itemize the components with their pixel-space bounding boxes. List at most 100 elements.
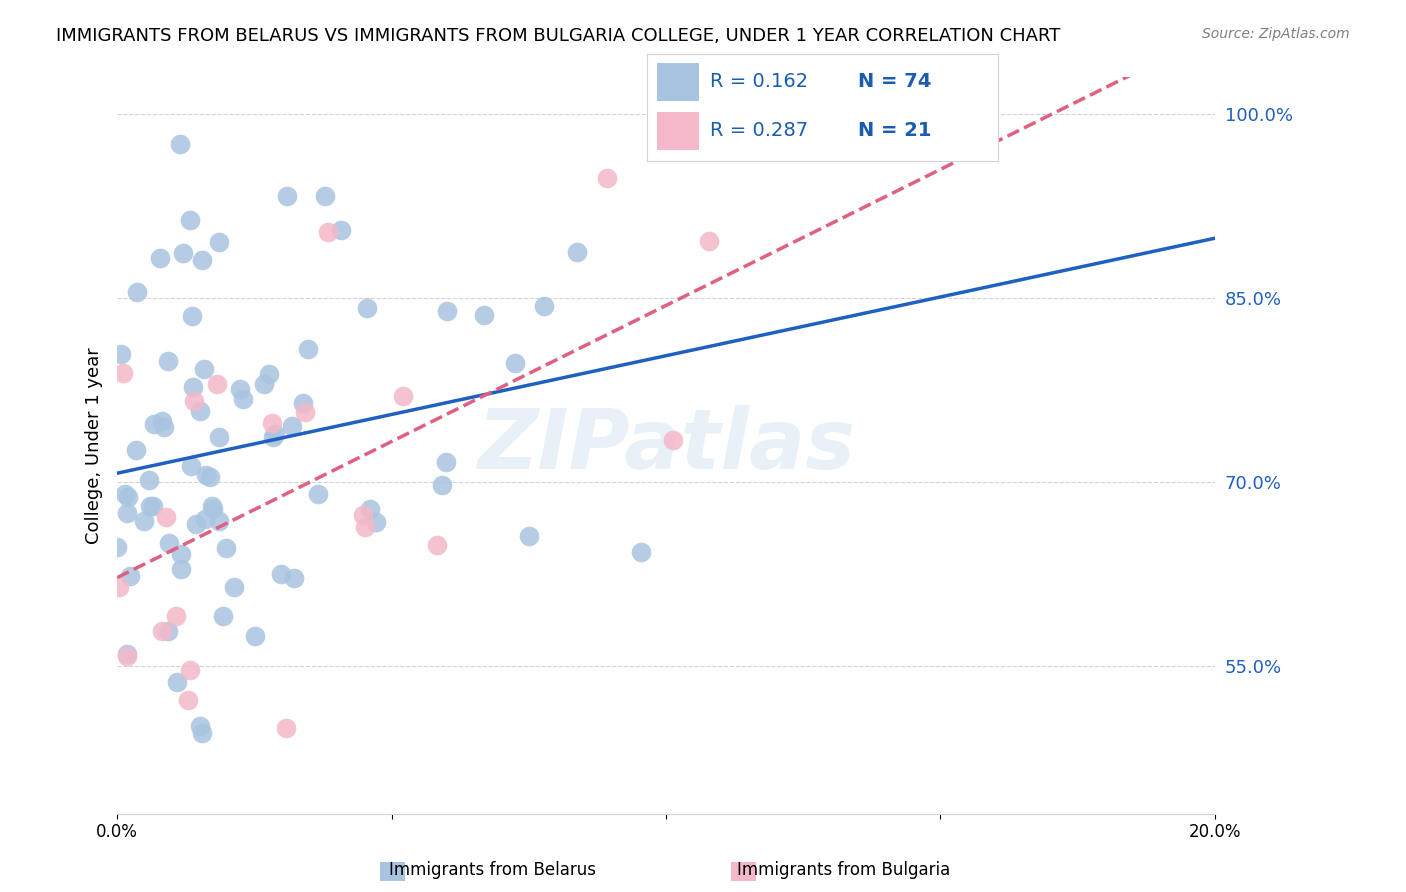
Point <box>263 426 285 441</box>
Point <box>107 580 129 594</box>
Point <box>257 367 280 381</box>
Point <box>270 567 292 582</box>
Point <box>245 629 267 643</box>
Point <box>183 393 205 408</box>
Point <box>432 478 454 492</box>
Point <box>117 490 139 504</box>
Point <box>517 528 540 542</box>
Point <box>283 571 305 585</box>
Point <box>105 540 128 554</box>
Point <box>150 624 173 638</box>
Point <box>125 443 148 458</box>
Point <box>208 514 231 528</box>
Point <box>169 548 191 562</box>
Point <box>364 515 387 529</box>
Point <box>352 508 374 523</box>
Point <box>565 244 588 259</box>
Point <box>329 223 352 237</box>
Text: R = 0.162: R = 0.162 <box>710 72 808 91</box>
Bar <box>657 112 699 150</box>
Point <box>142 499 165 513</box>
Point <box>139 499 162 513</box>
Point <box>434 454 457 468</box>
Text: Immigrants from Belarus: Immigrants from Belarus <box>388 861 596 879</box>
Point <box>138 473 160 487</box>
Point <box>222 580 245 594</box>
Point <box>198 469 221 483</box>
Point <box>436 304 458 318</box>
Point <box>201 500 224 514</box>
Point <box>165 609 187 624</box>
Point <box>596 171 619 186</box>
Point <box>156 353 179 368</box>
Point <box>172 245 194 260</box>
Point <box>212 608 235 623</box>
Point <box>153 419 176 434</box>
Point <box>229 382 252 396</box>
Point <box>179 213 201 227</box>
Point <box>150 414 173 428</box>
Point <box>157 535 180 549</box>
Point <box>205 376 228 391</box>
Point <box>314 188 336 202</box>
Point <box>117 647 139 661</box>
Point <box>316 225 339 239</box>
Point <box>166 675 188 690</box>
Point <box>297 342 319 356</box>
Point <box>276 189 298 203</box>
Point <box>276 721 298 735</box>
Point <box>125 285 148 299</box>
Point <box>191 726 214 740</box>
Point <box>115 648 138 663</box>
Point <box>186 517 208 532</box>
Point <box>188 404 211 418</box>
Point <box>114 487 136 501</box>
Point <box>155 509 177 524</box>
Point <box>180 459 202 474</box>
Point <box>183 380 205 394</box>
Point <box>201 501 224 516</box>
Point <box>169 136 191 151</box>
Point <box>208 430 231 444</box>
Point <box>426 537 449 551</box>
Bar <box>657 63 699 101</box>
Point <box>110 347 132 361</box>
Point <box>134 514 156 528</box>
Point <box>179 663 201 677</box>
Point <box>215 541 238 556</box>
Point <box>353 520 375 534</box>
Text: N = 21: N = 21 <box>858 121 931 140</box>
Point <box>359 502 381 516</box>
Point <box>208 235 231 249</box>
Point <box>699 234 721 248</box>
Point <box>149 251 172 265</box>
Point <box>356 301 378 315</box>
Point <box>188 719 211 733</box>
Point <box>193 361 215 376</box>
Point <box>112 366 135 380</box>
Point <box>661 433 683 447</box>
Point <box>474 308 496 322</box>
Point <box>170 562 193 576</box>
Text: IMMIGRANTS FROM BELARUS VS IMMIGRANTS FROM BULGARIA COLLEGE, UNDER 1 YEAR CORREL: IMMIGRANTS FROM BELARUS VS IMMIGRANTS FR… <box>56 27 1060 45</box>
Point <box>291 396 314 410</box>
Point <box>630 545 652 559</box>
Point <box>533 299 555 313</box>
Text: N = 74: N = 74 <box>858 72 931 91</box>
Point <box>503 356 526 370</box>
Point <box>194 512 217 526</box>
Point <box>260 416 283 430</box>
Text: Source: ZipAtlas.com: Source: ZipAtlas.com <box>1202 27 1350 41</box>
Point <box>294 405 316 419</box>
Point <box>143 417 166 432</box>
Point <box>232 392 254 406</box>
Point <box>392 389 415 403</box>
Text: R = 0.287: R = 0.287 <box>710 121 808 140</box>
Point <box>156 624 179 638</box>
Point <box>115 507 138 521</box>
Point <box>120 569 142 583</box>
Point <box>176 693 198 707</box>
Point <box>307 486 329 500</box>
Point <box>195 467 218 482</box>
Y-axis label: College, Under 1 year: College, Under 1 year <box>86 347 103 544</box>
